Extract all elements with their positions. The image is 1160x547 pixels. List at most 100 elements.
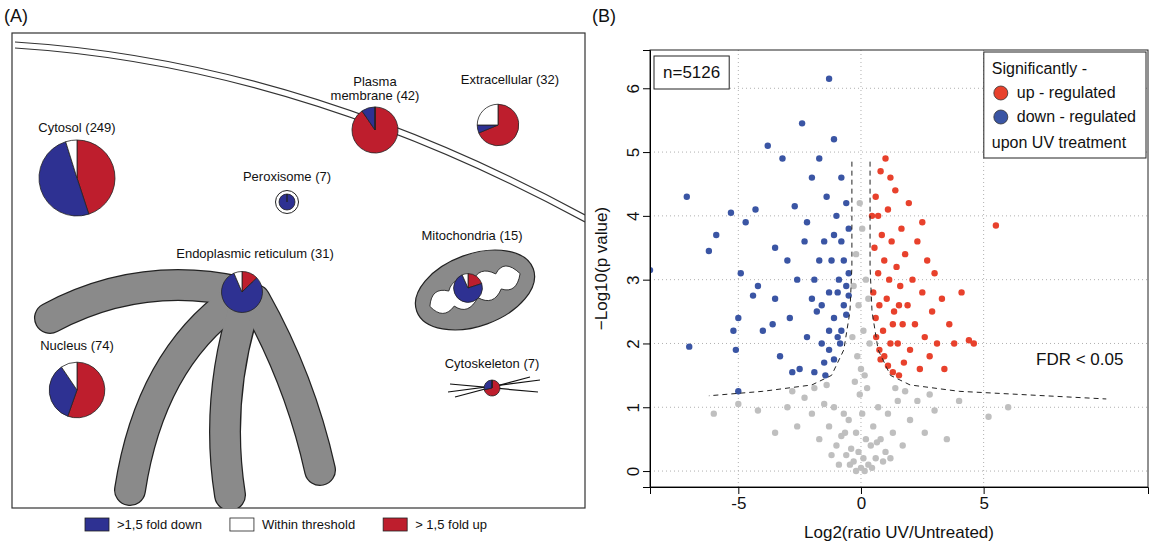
point <box>711 410 717 416</box>
panel-letter: (A) <box>4 6 28 26</box>
point <box>742 219 748 225</box>
point <box>804 334 810 340</box>
point <box>784 404 790 410</box>
point <box>902 388 908 394</box>
point <box>872 194 878 200</box>
pie-label: Cytosol (249) <box>38 120 115 135</box>
pie-slice <box>279 194 295 210</box>
point <box>902 251 908 257</box>
point <box>838 238 844 244</box>
point <box>760 328 766 334</box>
annotation: FDR < 0.05 <box>1036 350 1123 369</box>
point <box>877 168 883 174</box>
tick-label: 0 <box>857 494 866 513</box>
point <box>855 302 861 308</box>
er-outline <box>255 300 320 470</box>
point <box>843 283 849 289</box>
grid-line <box>860 50 861 487</box>
point <box>885 410 891 416</box>
x-axis: -505 <box>651 487 1149 513</box>
legend-swatch <box>230 518 254 531</box>
point <box>951 340 957 346</box>
point <box>872 455 878 461</box>
legend-swatch <box>85 518 109 531</box>
point <box>831 136 837 142</box>
pie <box>49 362 105 418</box>
point <box>934 340 940 346</box>
cell-diagram <box>15 42 585 495</box>
point <box>885 363 891 369</box>
point <box>826 289 832 295</box>
point <box>713 232 719 238</box>
point <box>816 155 822 161</box>
grid-line <box>650 279 1148 280</box>
point <box>838 328 844 334</box>
pie <box>477 104 519 146</box>
point <box>884 296 890 302</box>
point <box>866 340 872 346</box>
point <box>993 222 999 228</box>
point <box>849 334 855 340</box>
point <box>896 302 902 308</box>
point <box>898 225 904 231</box>
point <box>842 430 848 436</box>
threshold-line <box>709 162 852 396</box>
point <box>841 410 847 416</box>
point <box>831 315 837 321</box>
panel-b: -5050123456Log2(ratio UV/Untreated)−Log1… <box>592 50 1149 542</box>
point <box>826 328 832 334</box>
point <box>843 312 849 318</box>
point <box>684 194 690 200</box>
point <box>847 461 853 467</box>
pie-slice <box>352 107 398 153</box>
pie-slice <box>492 380 493 388</box>
figure: (A)Cytosol (249)Plasmamembrane (42)Extra… <box>0 0 1160 547</box>
tick-label: 6 <box>624 84 643 93</box>
pie-label: Peroxisome (7) <box>243 169 331 184</box>
legend-marker <box>994 110 1008 124</box>
point <box>919 219 925 225</box>
pie <box>484 380 500 396</box>
point <box>809 296 815 302</box>
point <box>846 417 852 423</box>
point <box>831 356 837 362</box>
point <box>861 468 867 474</box>
membrane-line <box>15 48 585 222</box>
point <box>822 372 828 378</box>
annotation: n=5126 <box>663 63 720 82</box>
tick-mark <box>643 152 650 153</box>
point <box>735 401 741 407</box>
pie-slice <box>39 142 89 216</box>
point <box>914 238 920 244</box>
point <box>869 465 875 471</box>
point <box>811 369 817 375</box>
point <box>752 206 758 212</box>
point <box>892 187 898 193</box>
point <box>686 343 692 349</box>
point <box>944 436 950 442</box>
point <box>854 353 860 359</box>
point <box>871 245 877 251</box>
pie-label: Mitochondria (15) <box>421 228 522 243</box>
pie-label: Nucleus (74) <box>40 338 114 353</box>
point <box>882 155 888 161</box>
point <box>833 213 839 219</box>
point <box>833 442 839 448</box>
point <box>826 347 832 353</box>
point <box>787 315 793 321</box>
point <box>811 385 817 391</box>
point <box>885 206 891 212</box>
grid-line <box>738 50 739 487</box>
point <box>853 430 859 436</box>
tick: 4 <box>624 212 650 221</box>
axis-line <box>643 51 651 488</box>
point <box>823 194 829 200</box>
y-axis: 0123456 <box>624 51 651 488</box>
point <box>784 257 790 263</box>
point <box>870 423 876 429</box>
legend-label: >1,5 fold down <box>117 517 202 532</box>
pie <box>39 140 115 216</box>
point <box>796 366 802 372</box>
point <box>834 334 840 340</box>
tick-mark <box>643 216 650 217</box>
